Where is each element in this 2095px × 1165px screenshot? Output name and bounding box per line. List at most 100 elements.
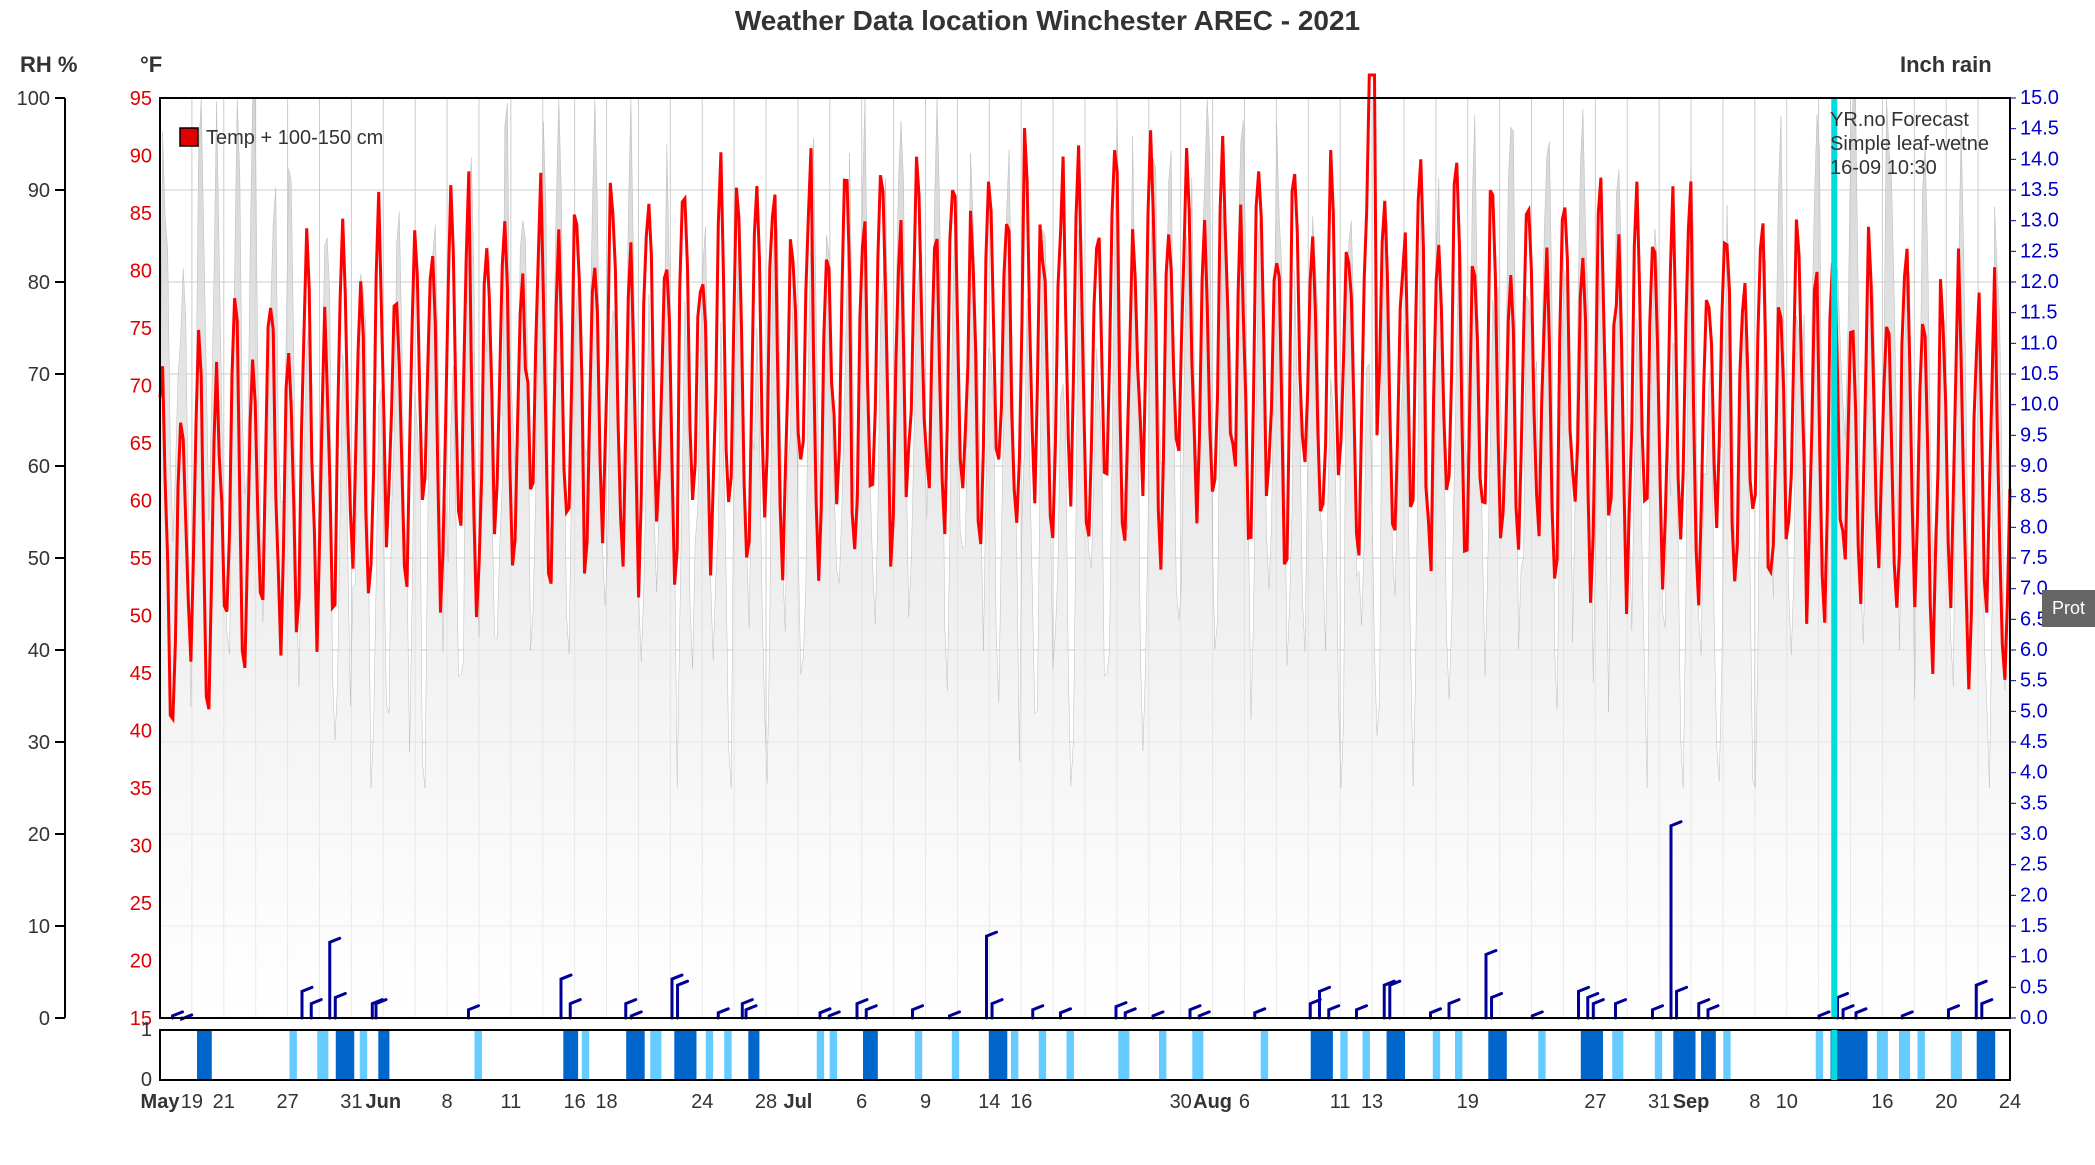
timestamp-annotation: 16-09 10:30 (1830, 157, 1937, 179)
rain-tick: 1.5 (2020, 915, 2048, 937)
secondary-bar (1340, 1031, 1347, 1079)
rain-tick: 3.0 (2020, 823, 2048, 845)
temp-tick: 55 (130, 548, 152, 570)
secondary-bar (360, 1031, 367, 1079)
x-tick-label: 27 (276, 1091, 298, 1113)
rh-tick: 30 (28, 732, 50, 754)
rain-tick: 11.0 (2020, 332, 2057, 354)
rain-tick: 8.5 (2020, 486, 2048, 508)
secondary-bar (475, 1031, 482, 1079)
legend-text: Temp + 100-150 cm (206, 127, 383, 149)
temp-tick: 40 (130, 721, 152, 743)
x-tick-label: 24 (1999, 1091, 2021, 1113)
temp-tick: 50 (130, 606, 152, 628)
rain-axis-label: Inch rain (1900, 52, 1992, 77)
rain-tick: 3.5 (2020, 792, 2048, 814)
temp-tick: 95 (130, 88, 152, 110)
x-tick-label: 18 (595, 1091, 617, 1113)
rain-tick: 9.5 (2020, 424, 2048, 446)
temp-tick: 70 (130, 376, 152, 398)
temp-tick: 90 (130, 146, 152, 168)
secondary-bar (706, 1031, 713, 1079)
secondary-bar (1387, 1031, 1406, 1079)
secondary-bar (1118, 1031, 1129, 1079)
rh-tick: 0 (39, 1008, 50, 1030)
rain-tick: 14.5 (2020, 118, 2059, 140)
secondary-bar (1951, 1031, 1962, 1079)
chart-title: Weather Data location Winchester AREC - … (735, 5, 1360, 36)
x-tick-label: 24 (691, 1091, 713, 1113)
x-tick-label: 19 (181, 1091, 203, 1113)
rh-axis-label: RH % (20, 52, 77, 77)
x-tick-label: 14 (978, 1091, 1000, 1113)
secondary-bar (1918, 1031, 1925, 1079)
secondary-bar (830, 1031, 837, 1079)
temp-tick: 45 (130, 663, 152, 685)
x-tick-label: 16 (564, 1091, 586, 1113)
secondary-bar (378, 1031, 389, 1079)
x-tick-label: 13 (1361, 1091, 1383, 1113)
secondary-bar (197, 1031, 212, 1079)
rh-tick: 20 (28, 824, 50, 846)
secondary-bar (1488, 1031, 1507, 1079)
rain-tick: 13.0 (2020, 210, 2059, 232)
x-tick-label: 10 (1776, 1091, 1798, 1113)
secondary-tick: 0 (141, 1069, 152, 1091)
x-tick-label: 6 (1239, 1091, 1250, 1113)
rain-tick: 1.0 (2020, 946, 2048, 968)
rh-tick: 60 (28, 456, 50, 478)
x-tick-label: 16 (1010, 1091, 1032, 1113)
x-tick-label: May (141, 1091, 181, 1113)
rain-tick: 13.5 (2020, 179, 2059, 201)
secondary-bar (563, 1031, 578, 1079)
secondary-bar (1011, 1031, 1018, 1079)
rain-tick: 10.5 (2020, 363, 2059, 385)
temp-tick: 75 (130, 318, 152, 340)
rain-tick: 14.0 (2020, 148, 2059, 170)
secondary-bar (650, 1031, 661, 1079)
rh-tick: 40 (28, 640, 50, 662)
x-tick-label: 11 (1330, 1091, 1351, 1113)
secondary-bar (1673, 1031, 1695, 1079)
x-tick-label: 31 (1648, 1091, 1670, 1113)
rain-tick: 9.0 (2020, 455, 2048, 477)
x-tick-label: 16 (1871, 1091, 1893, 1113)
rain-tick: 6.0 (2020, 639, 2048, 661)
x-tick-label: Sep (1673, 1091, 1710, 1113)
rain-tick: 5.0 (2020, 700, 2048, 722)
rain-tick: 7.5 (2020, 547, 2048, 569)
prot-button[interactable]: Prot (2042, 590, 2095, 627)
secondary-bar (1877, 1031, 1888, 1079)
rain-tick: 15.0 (2020, 87, 2059, 109)
temp-tick: 80 (130, 261, 152, 283)
x-tick-label: 21 (213, 1091, 235, 1113)
secondary-bar (863, 1031, 878, 1079)
x-tick-label: 20 (1935, 1091, 1957, 1113)
secondary-tick: 1 (141, 1019, 152, 1041)
temp-tick: 35 (130, 778, 152, 800)
rh-tick: 100 (17, 88, 50, 110)
rain-tick: 0.5 (2020, 976, 2048, 998)
temp-tick: 65 (130, 433, 152, 455)
temp-tick: 25 (130, 893, 152, 915)
x-tick-label: 27 (1584, 1091, 1606, 1113)
secondary-bar (748, 1031, 759, 1079)
x-tick-label: 19 (1457, 1091, 1479, 1113)
rain-tick: 2.0 (2020, 884, 2048, 906)
weather-chart-container: Weather Data location Winchester AREC - … (0, 0, 2095, 1165)
secondary-bar (290, 1031, 297, 1079)
secondary-bar (674, 1031, 696, 1079)
secondary-bar (1581, 1031, 1603, 1079)
temp-tick: 20 (130, 951, 152, 973)
rh-tick: 50 (28, 548, 50, 570)
x-tick-label: Jul (783, 1091, 812, 1113)
rain-tick: 4.5 (2020, 731, 2048, 753)
x-tick-label: 8 (442, 1091, 453, 1113)
secondary-bar (626, 1031, 645, 1079)
secondary-bar (1538, 1031, 1545, 1079)
rain-tick: 2.5 (2020, 854, 2048, 876)
x-tick-label: 11 (500, 1091, 521, 1113)
secondary-bar (817, 1031, 824, 1079)
temp-tick: 60 (130, 491, 152, 513)
secondary-bar (1455, 1031, 1462, 1079)
